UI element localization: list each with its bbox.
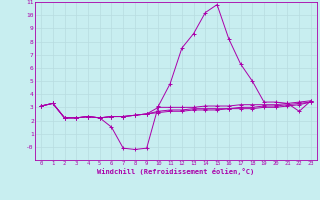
X-axis label: Windchill (Refroidissement éolien,°C): Windchill (Refroidissement éolien,°C) <box>97 168 255 175</box>
